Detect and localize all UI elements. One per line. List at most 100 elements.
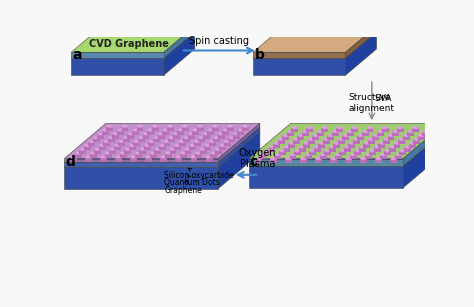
Ellipse shape: [121, 152, 124, 153]
Ellipse shape: [321, 126, 328, 129]
Polygon shape: [344, 147, 351, 152]
Ellipse shape: [362, 130, 369, 133]
Ellipse shape: [191, 145, 193, 146]
Ellipse shape: [143, 132, 149, 135]
Polygon shape: [109, 149, 116, 154]
Polygon shape: [94, 149, 101, 154]
Ellipse shape: [330, 157, 337, 160]
Polygon shape: [288, 143, 295, 148]
Ellipse shape: [282, 134, 289, 137]
Ellipse shape: [204, 133, 207, 134]
Polygon shape: [90, 153, 97, 158]
Ellipse shape: [212, 125, 219, 128]
Ellipse shape: [368, 127, 371, 128]
Ellipse shape: [366, 126, 374, 129]
Ellipse shape: [310, 150, 313, 151]
Ellipse shape: [228, 136, 235, 139]
Polygon shape: [184, 149, 191, 154]
Ellipse shape: [303, 130, 306, 132]
Polygon shape: [291, 128, 298, 132]
Ellipse shape: [285, 146, 288, 147]
Polygon shape: [392, 132, 399, 136]
Ellipse shape: [398, 127, 401, 128]
Ellipse shape: [314, 146, 320, 149]
Polygon shape: [259, 155, 266, 159]
Polygon shape: [103, 142, 110, 146]
Ellipse shape: [152, 125, 158, 128]
Polygon shape: [195, 153, 202, 158]
Ellipse shape: [396, 154, 399, 155]
Ellipse shape: [268, 146, 275, 149]
Ellipse shape: [381, 154, 384, 155]
Ellipse shape: [362, 157, 364, 159]
Ellipse shape: [375, 146, 378, 147]
Ellipse shape: [100, 155, 107, 158]
Ellipse shape: [150, 152, 157, 155]
Polygon shape: [79, 149, 86, 154]
Polygon shape: [357, 135, 365, 140]
Ellipse shape: [337, 127, 340, 128]
Ellipse shape: [136, 152, 139, 153]
Polygon shape: [364, 143, 370, 148]
Ellipse shape: [188, 132, 195, 135]
Ellipse shape: [300, 146, 302, 147]
Polygon shape: [388, 135, 394, 140]
Polygon shape: [130, 157, 137, 161]
Polygon shape: [309, 151, 316, 155]
Polygon shape: [373, 135, 379, 140]
Ellipse shape: [135, 141, 137, 142]
Ellipse shape: [177, 129, 184, 132]
Ellipse shape: [121, 125, 128, 128]
Polygon shape: [237, 130, 244, 135]
Polygon shape: [219, 123, 260, 162]
Ellipse shape: [337, 126, 343, 129]
Polygon shape: [85, 157, 92, 161]
Ellipse shape: [378, 130, 381, 132]
Ellipse shape: [392, 130, 399, 133]
Ellipse shape: [404, 134, 407, 136]
Polygon shape: [350, 155, 356, 159]
Ellipse shape: [288, 130, 291, 132]
Ellipse shape: [325, 150, 328, 151]
Ellipse shape: [160, 145, 163, 146]
Polygon shape: [321, 128, 328, 132]
Ellipse shape: [348, 130, 351, 132]
Ellipse shape: [198, 136, 205, 139]
Ellipse shape: [389, 146, 396, 149]
Ellipse shape: [339, 138, 342, 139]
Polygon shape: [147, 130, 154, 135]
Polygon shape: [123, 138, 130, 142]
Ellipse shape: [148, 129, 151, 130]
Ellipse shape: [331, 157, 334, 159]
Ellipse shape: [279, 138, 282, 139]
Ellipse shape: [184, 148, 191, 151]
Polygon shape: [305, 155, 311, 159]
Polygon shape: [128, 134, 135, 138]
Text: CVD Graphene: CVD Graphene: [89, 39, 169, 49]
Polygon shape: [274, 155, 282, 159]
Ellipse shape: [383, 138, 390, 141]
Polygon shape: [179, 142, 185, 146]
Ellipse shape: [407, 130, 414, 133]
Ellipse shape: [90, 152, 97, 155]
Polygon shape: [146, 157, 152, 161]
Polygon shape: [337, 128, 343, 132]
Ellipse shape: [95, 148, 98, 150]
Ellipse shape: [283, 134, 286, 136]
Polygon shape: [319, 155, 327, 159]
Ellipse shape: [90, 141, 92, 142]
Ellipse shape: [183, 125, 186, 126]
Ellipse shape: [397, 126, 403, 129]
Ellipse shape: [220, 145, 223, 146]
Polygon shape: [177, 130, 184, 135]
Ellipse shape: [105, 141, 107, 142]
Ellipse shape: [404, 146, 411, 149]
Ellipse shape: [173, 132, 180, 135]
Ellipse shape: [283, 146, 291, 149]
Ellipse shape: [409, 142, 416, 145]
Polygon shape: [303, 143, 310, 148]
Polygon shape: [165, 153, 172, 158]
Ellipse shape: [353, 138, 360, 141]
Polygon shape: [306, 128, 313, 132]
Ellipse shape: [391, 157, 397, 160]
